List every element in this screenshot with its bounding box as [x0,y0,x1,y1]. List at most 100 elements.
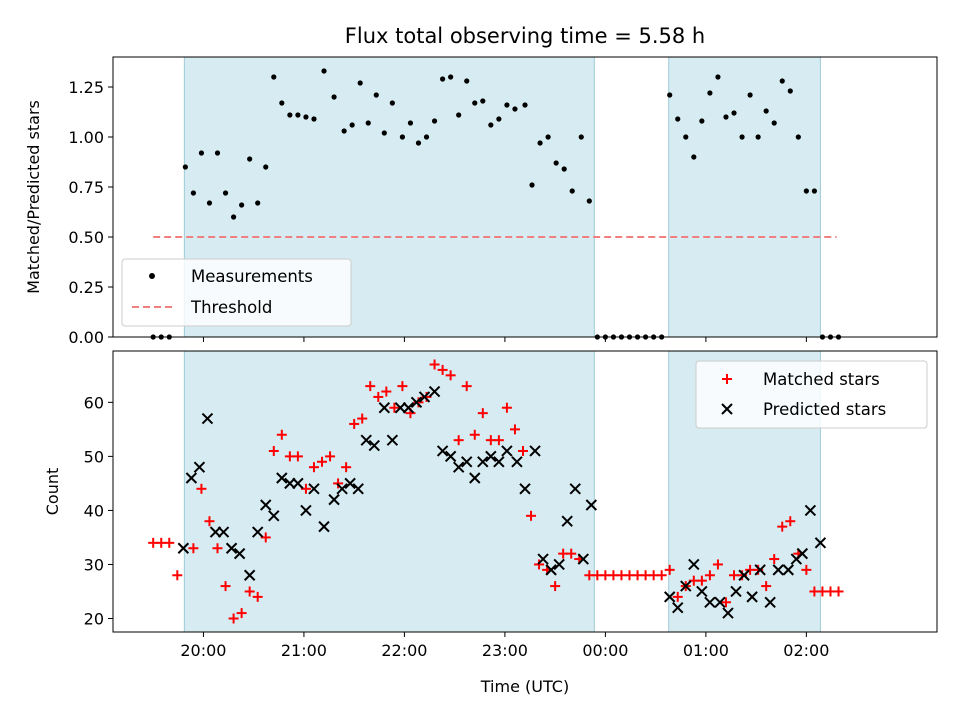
matched-star-point [664,564,675,575]
matched-star-point [501,402,512,413]
measurement-point [222,190,229,196]
legend-measurements-marker [149,273,155,279]
measurement-point [263,164,269,170]
top-y-tick-label: 1.25 [68,78,104,97]
measurement-point [537,140,543,146]
measurement-point [349,122,355,128]
matched-star-point [469,429,480,440]
predicted-star-point [292,477,304,490]
predicted-star-point [511,456,523,468]
predicted-star-point [519,483,531,495]
legend-measurements-label: Measurements [191,267,313,286]
measurement-point [691,154,697,160]
legend-predicted-label: Predicted stars [763,400,886,419]
predicted-star-point [386,434,399,446]
predicted-star-point [545,564,557,576]
matched-star-point [260,532,271,543]
top-y-tick-label: 0.00 [68,328,104,347]
measurement-point [747,92,753,98]
predicted-star-point [276,472,288,484]
bottom-legend-box [695,360,928,429]
matched-star-point [300,483,311,494]
predicted-star-point [714,596,726,608]
predicted-star-point [444,450,457,463]
predicted-star-point [746,591,758,603]
predicted-star-point [452,461,465,473]
matched-star-point [696,575,707,586]
matched-star-point [397,381,408,392]
measurement-point [448,74,454,80]
top-legend-box [121,258,352,327]
top-plot-frame [112,56,938,338]
measurement-point [373,92,379,98]
predicted-star-point [585,499,598,511]
predicted-star-point [764,596,776,608]
matched-star-point [188,543,199,554]
measurement-point [331,94,337,100]
bottom-x-ticks: 20:00 21:00 22:00 23:00 00:00 01:00 02:00 [180,632,829,660]
predicted-star-point [501,445,513,457]
measurement-point [795,134,801,140]
matched-star-point [477,408,488,419]
predicted-star-point [352,483,364,495]
matched-star-point [349,418,360,429]
predicted-star-point [814,537,827,549]
measurement-point [464,78,470,84]
x-tick-label: 20:00 [180,641,226,660]
bottom-y-ticks: 20 30 40 50 60 [84,393,113,628]
predicted-star-point [410,396,423,409]
matched-star-point [172,570,183,581]
matched-star-point [357,413,368,424]
predicted-star-point [308,483,320,495]
predicted-star-point [738,569,750,581]
predicted-star-point [318,520,330,533]
bottom-plot-frame [112,350,938,633]
predicted-star-point [268,510,280,522]
legend-x-glyph [721,403,733,415]
measurement-point [279,100,285,106]
measurement-point [407,120,414,126]
predicted-star-point [428,385,441,398]
matched-star-point [672,591,683,602]
measurement-point [529,182,535,188]
predicted-star-point [493,456,505,468]
matched-star-point [445,370,456,381]
bottom-marks [148,359,844,624]
measurement-point [675,116,681,122]
predicted-star-point [233,547,246,560]
predicted-star-point [469,472,481,484]
measurement-point [321,68,327,74]
measurement-point [731,110,737,116]
predicted-star-point [485,450,497,463]
top-shaded-span-1 [668,56,821,338]
measurement-point [214,150,221,156]
matched-star-point [373,391,384,402]
predicted-star-point [529,445,541,457]
measurement-point [561,166,567,172]
matched-star-point [341,462,352,473]
bot-shaded-span-0 [183,350,595,633]
measurement-point [683,134,689,140]
matched-star-point [704,570,715,581]
matched-star-point [566,548,577,559]
matched-star-point [252,591,263,602]
measurement-point [803,188,809,194]
x-axis-label: Time (UTC) [480,677,569,696]
predicted-star-point [225,542,238,554]
matched-star-point [550,581,561,592]
predicted-star-point [402,402,415,414]
measurement-point [496,116,502,122]
bot-y-tick-label: 20 [84,609,104,628]
measurement-point [287,112,293,118]
measurement-point [522,102,528,108]
predicted-star-point [704,596,716,608]
measurement-point [723,114,729,120]
measurement-point [381,130,387,136]
matched-star-point [389,402,400,413]
matched-star-point [196,483,207,494]
predicted-star-point [569,483,581,495]
matched-star-point [204,516,215,527]
measurement-point [667,92,673,98]
measurement-point [295,112,301,118]
